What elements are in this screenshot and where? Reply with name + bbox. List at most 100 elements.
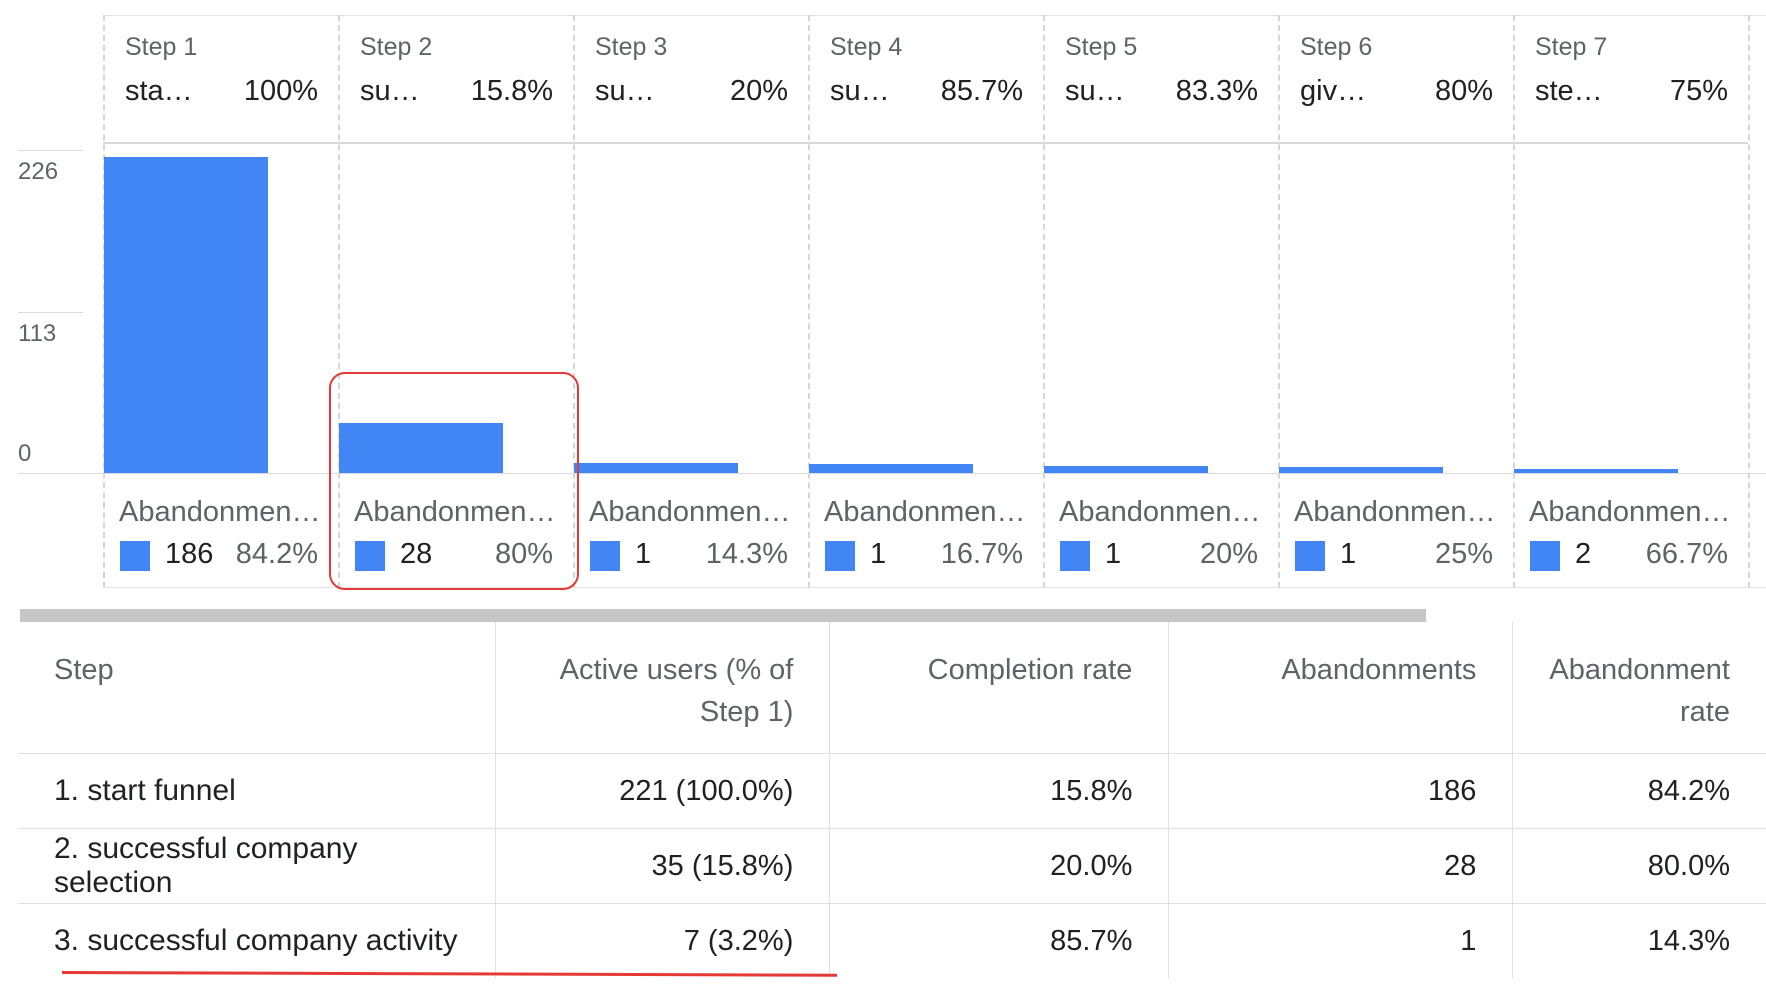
- abandonments-label: Abandonmen…: [354, 496, 556, 528]
- column-separator: [1278, 15, 1280, 588]
- chart-bottom-border: [103, 587, 1766, 588]
- column-separator: [808, 15, 810, 588]
- step-completion-pct: 100%: [243, 75, 318, 107]
- column-header-step[interactable]: Step: [54, 654, 114, 686]
- step-label: Step 1: [125, 33, 198, 61]
- column-header-completion-rate[interactable]: Completion rate: [829, 622, 1169, 754]
- funnel-table: Step Active users (% of Step 1) Completi…: [18, 622, 1766, 978]
- column-separator: [338, 15, 340, 588]
- table-row[interactable]: 1. start funnel 221 (100.0%) 15.8% 186 8…: [18, 753, 1766, 829]
- table-header-row: Step Active users (% of Step 1) Completi…: [18, 622, 1766, 754]
- funnel-step-column[interactable]: Step 2 su… 15.8% Abandonmen… 28 80%: [338, 15, 573, 588]
- funnel-step-column[interactable]: Step 3 su… 20% Abandonmen… 1 14.3%: [573, 15, 808, 588]
- column-separator: [1513, 15, 1515, 588]
- abandonments-label: Abandonmen…: [1294, 496, 1496, 528]
- abandonments-count: 2: [1575, 538, 1592, 570]
- cell-completion-rate: 15.8%: [829, 753, 1169, 829]
- bar-step-1[interactable]: [104, 157, 268, 473]
- column-header-divider: [808, 142, 1043, 144]
- bar-step-4[interactable]: [809, 464, 973, 473]
- column-header-divider: [338, 142, 573, 144]
- step-completion-pct: 85.7%: [940, 75, 1023, 107]
- step-completion-pct: 20%: [729, 75, 788, 107]
- bar-step-7[interactable]: [1514, 468, 1678, 473]
- abandonments-count: 1: [635, 538, 652, 570]
- column-separator: [1748, 15, 1750, 588]
- step-completion-pct: 83.3%: [1175, 75, 1258, 107]
- column-header-divider: [573, 142, 808, 144]
- cell-completion-rate: 85.7%: [829, 903, 1169, 978]
- table-row[interactable]: 3. successful company activity 7 (3.2%) …: [18, 903, 1766, 978]
- y-gridline: [18, 150, 83, 151]
- cell-abandonments: 186: [1168, 753, 1513, 829]
- abandonments-legend-swatch: [120, 541, 150, 571]
- step-completion-pct: 80%: [1434, 75, 1493, 107]
- abandonments-rate: 80%: [494, 538, 553, 570]
- column-header-divider: [1513, 142, 1748, 144]
- chart-baseline: [18, 473, 1766, 474]
- bar-step-5[interactable]: [1044, 465, 1208, 473]
- funnel-step-column[interactable]: Step 6 giv… 80% Abandonmen… 1 25%: [1278, 15, 1513, 588]
- abandonments-legend-swatch: [1530, 541, 1560, 571]
- column-header-active-users[interactable]: Active users (% of Step 1): [494, 622, 830, 754]
- abandonments-legend-swatch: [355, 541, 385, 571]
- abandonments-count: 1: [870, 538, 887, 570]
- column-header-divider: [1278, 142, 1513, 144]
- funnel-step-column[interactable]: Step 1 sta… 100% Abandonmen… 186 84.2%: [103, 15, 338, 588]
- abandonments-rate: 66.7%: [1645, 538, 1728, 570]
- column-header-divider: [103, 142, 338, 144]
- abandonments-legend-swatch: [1060, 541, 1090, 571]
- chart-top-border: [103, 15, 1766, 16]
- abandonments-label: Abandonmen…: [1059, 496, 1261, 528]
- abandonments-label: Abandonmen…: [589, 496, 791, 528]
- y-tick-label: 113: [18, 319, 57, 347]
- abandonments-rate: 14.3%: [705, 538, 788, 570]
- cell-step: 3. successful company activity: [18, 903, 496, 978]
- red-highlight-box: [329, 372, 579, 590]
- abandonments-legend-swatch: [1295, 541, 1325, 571]
- cell-step: 1. start funnel: [18, 753, 496, 829]
- y-tick-label: 0: [18, 440, 32, 467]
- column-separator: [573, 15, 575, 588]
- bar-step-3[interactable]: [574, 462, 738, 473]
- funnel-step-column[interactable]: Step 4 su… 85.7% Abandonmen… 1 16.7%: [808, 15, 1043, 588]
- cell-active-users: 35 (15.8%): [494, 828, 830, 904]
- column-header-abandonment-rate[interactable]: Abandonment rate: [1512, 622, 1766, 754]
- column-header-divider: [1043, 142, 1278, 144]
- step-name: ste…: [1535, 75, 1603, 107]
- abandonments-count: 1: [1340, 538, 1357, 570]
- step-label: Step 6: [1300, 33, 1373, 61]
- bar-step-2[interactable]: [339, 422, 503, 473]
- abandonments-rate: 25%: [1434, 538, 1493, 570]
- funnel-step-column[interactable]: Step 7 ste… 75% Abandonmen… 2 66.7%: [1513, 15, 1748, 588]
- cell-abandonment-rate: 80.0%: [1512, 828, 1766, 904]
- abandonments-count: 186: [165, 538, 214, 570]
- step-name: su…: [360, 75, 420, 107]
- step-name: su…: [1065, 75, 1125, 107]
- step-label: Step 3: [595, 33, 668, 61]
- step-label: Step 5: [1065, 33, 1138, 61]
- cell-completion-rate: 20.0%: [829, 828, 1169, 904]
- abandonments-label: Abandonmen…: [824, 496, 1026, 528]
- step-completion-pct: 15.8%: [470, 75, 553, 107]
- abandonments-count: 1: [1105, 538, 1122, 570]
- abandonments-label: Abandonmen…: [119, 496, 321, 528]
- column-separator: [1043, 15, 1045, 588]
- column-header-abandonments[interactable]: Abandonments: [1168, 622, 1513, 754]
- funnel-chart: 0 113 226 Step 1 sta… 100% Abandonmen… 186 84.2%…: [18, 15, 1766, 590]
- step-label: Step 2: [360, 33, 433, 61]
- abandonments-legend-swatch: [825, 541, 855, 571]
- abandonments-label: Abandonmen…: [1529, 496, 1731, 528]
- step-name: giv…: [1300, 75, 1367, 107]
- funnel-step-column[interactable]: Step 5 su… 83.3% Abandonmen… 1 20%: [1043, 15, 1278, 588]
- abandonments-rate: 20%: [1199, 538, 1258, 570]
- abandonments-rate: 84.2%: [235, 538, 318, 570]
- table-row[interactable]: 2. successful company selection 35 (15.8…: [18, 828, 1766, 904]
- abandonments-legend-swatch: [590, 541, 620, 571]
- cell-step: 2. successful company selection: [18, 828, 496, 904]
- step-label: Step 4: [830, 33, 903, 61]
- step-name: su…: [595, 75, 655, 107]
- cell-active-users: 221 (100.0%): [494, 753, 830, 829]
- bar-step-6[interactable]: [1279, 467, 1443, 473]
- horizontal-scrollbar[interactable]: [20, 609, 1426, 622]
